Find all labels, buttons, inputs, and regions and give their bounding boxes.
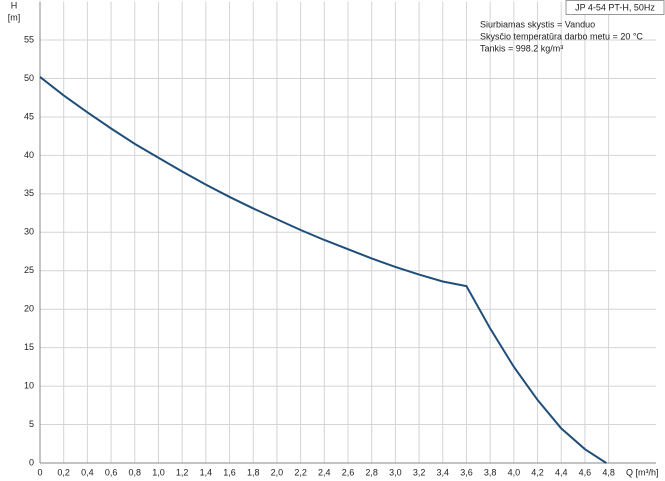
y-tick-label: 5: [29, 419, 34, 429]
x-tick-label: 4,2: [531, 467, 544, 477]
chart-title: JP 4-54 PT-H, 50Hz: [575, 2, 655, 12]
x-tick-label: 4,0: [508, 467, 521, 477]
x-tick-label: 0,4: [81, 467, 94, 477]
title-box: [565, 0, 665, 15]
x-tick-label: 4,8: [602, 467, 615, 477]
x-tick-label: 1,0: [152, 467, 165, 477]
y-tick-label: 55: [24, 34, 34, 44]
x-tick-label: 2,6: [342, 467, 355, 477]
y-tick-label: 45: [24, 111, 34, 121]
x-tick-label: 3,2: [413, 467, 426, 477]
y-tick-label: 15: [24, 342, 34, 352]
x-tick-label: 1,8: [247, 467, 260, 477]
x-tick-label: 0,2: [57, 467, 70, 477]
x-axis-label: Q [m³/h]: [626, 467, 659, 477]
x-tick-label: 3,0: [389, 467, 402, 477]
x-tick-label: 3,4: [437, 467, 450, 477]
x-tick-label: 2,2: [294, 467, 307, 477]
y-tick-label: 0: [29, 457, 34, 467]
y-axis-unit: [m]: [8, 12, 21, 22]
x-tick-label: 0,6: [105, 467, 118, 477]
y-tick-label: 35: [24, 188, 34, 198]
x-tick-label: 1,4: [200, 467, 213, 477]
x-tick-label: 2,4: [318, 467, 331, 477]
x-tick-label: 1,2: [176, 467, 189, 477]
x-tick-label: 2,8: [365, 467, 378, 477]
annotation: Skysčio temperatūra darbo metu = 20 °C: [480, 31, 643, 41]
y-tick-label: 25: [24, 265, 34, 275]
x-tick-label: 3,6: [460, 467, 473, 477]
y-tick-label: 30: [24, 227, 34, 237]
annotation: Tankis = 998.2 kg/m³: [480, 43, 563, 53]
y-tick-label: 20: [24, 304, 34, 314]
y-axis-label: H: [11, 0, 18, 10]
x-tick-label: 2,0: [271, 467, 284, 477]
y-tick-label: 10: [24, 380, 34, 390]
annotation: Siurbiamas skystis = Vanduo: [480, 19, 595, 29]
x-tick-label: 0: [37, 467, 42, 477]
x-tick-label: 4,4: [555, 467, 568, 477]
y-tick-label: 40: [24, 150, 34, 160]
y-tick-label: 50: [24, 73, 34, 83]
pump-curve: [39, 76, 607, 464]
x-tick-label: 3,8: [484, 467, 497, 477]
x-tick-label: 1,6: [223, 467, 236, 477]
x-tick-label: 4,6: [579, 467, 592, 477]
x-tick-label: 0,8: [129, 467, 142, 477]
